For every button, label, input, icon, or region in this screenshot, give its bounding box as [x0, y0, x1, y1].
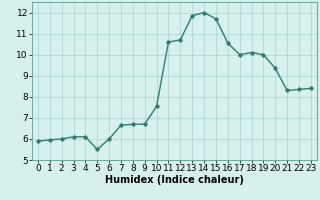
X-axis label: Humidex (Indice chaleur): Humidex (Indice chaleur) — [105, 175, 244, 185]
